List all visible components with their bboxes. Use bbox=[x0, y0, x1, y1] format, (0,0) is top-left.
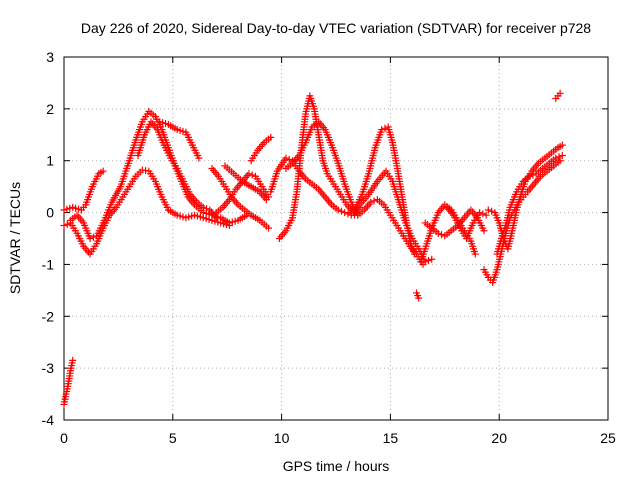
grid bbox=[64, 57, 608, 420]
data-point bbox=[415, 294, 423, 302]
y-tick-label: -4 bbox=[42, 412, 55, 428]
data-point bbox=[526, 172, 534, 180]
y-tick-label: -2 bbox=[42, 308, 55, 324]
data-point bbox=[482, 211, 490, 219]
data-point bbox=[367, 198, 375, 206]
x-tick-label: 15 bbox=[383, 430, 399, 446]
data-point bbox=[262, 196, 270, 204]
data-point bbox=[248, 171, 256, 179]
data-point bbox=[424, 257, 432, 265]
data-point bbox=[341, 209, 349, 217]
data-point bbox=[99, 167, 107, 175]
chart-title: Day 226 of 2020, Sidereal Day-to-day VTE… bbox=[81, 20, 591, 36]
data-point bbox=[344, 210, 352, 218]
data-point bbox=[381, 124, 389, 132]
series-arc-13 bbox=[282, 118, 362, 219]
data-point bbox=[334, 206, 342, 214]
y-tick-label: 1 bbox=[46, 153, 54, 169]
series-arc-23 bbox=[552, 89, 564, 102]
data-point bbox=[203, 205, 211, 213]
data-point bbox=[558, 141, 566, 149]
data-point bbox=[556, 89, 564, 97]
series-arc-1 bbox=[60, 356, 77, 408]
data-point bbox=[529, 171, 537, 179]
x-tick-label: 0 bbox=[60, 430, 68, 446]
y-tick-label: -3 bbox=[42, 360, 55, 376]
y-tick-label: 3 bbox=[46, 49, 54, 65]
y-axis-label: SDTVAR / TECUs bbox=[7, 182, 23, 294]
series-arc-14 bbox=[352, 123, 418, 258]
series-arc-9 bbox=[221, 162, 270, 204]
series-arc-5 bbox=[134, 118, 220, 222]
data-point bbox=[265, 224, 273, 232]
data-point bbox=[428, 255, 436, 263]
plot-frame bbox=[63, 56, 609, 421]
data-point bbox=[484, 206, 492, 214]
data-point bbox=[555, 153, 563, 161]
series-arc-6 bbox=[156, 118, 203, 162]
data-point bbox=[285, 155, 293, 163]
y-tick-label: 2 bbox=[46, 101, 54, 117]
data-point bbox=[552, 154, 560, 162]
x-tick-label: 10 bbox=[274, 430, 290, 446]
data-point bbox=[60, 222, 68, 230]
series-arc-10 bbox=[247, 133, 275, 165]
data-point bbox=[471, 250, 479, 258]
data-point bbox=[480, 227, 488, 235]
x-tick-label: 20 bbox=[491, 430, 507, 446]
data-point bbox=[434, 229, 442, 237]
data-point bbox=[245, 170, 253, 178]
data-point bbox=[69, 356, 77, 364]
x-tick-label: 25 bbox=[600, 430, 616, 446]
data-point bbox=[86, 235, 94, 242]
x-axis-label: GPS time / hours bbox=[283, 458, 390, 474]
data-points bbox=[60, 89, 566, 408]
data-point bbox=[89, 233, 97, 241]
axis-ticks: 0 5 10 15 20 25 -4 -3 -2 -1 0 1 2 3 bbox=[42, 49, 616, 446]
series-arc-3 bbox=[60, 167, 107, 214]
data-point bbox=[63, 220, 71, 228]
series-arc-11 bbox=[267, 154, 427, 268]
series-arc-20 bbox=[480, 157, 564, 287]
y-tick-label: -1 bbox=[42, 256, 55, 272]
data-point bbox=[378, 126, 386, 134]
data-point bbox=[282, 154, 290, 162]
data-point bbox=[479, 210, 487, 218]
series-arc-18 bbox=[421, 206, 488, 240]
data-point bbox=[354, 211, 362, 219]
series-arc-22 bbox=[493, 152, 566, 258]
data-point bbox=[410, 250, 418, 258]
x-tick-label: 5 bbox=[169, 430, 177, 446]
data-point bbox=[556, 157, 564, 165]
data-point bbox=[476, 209, 484, 217]
series-arc-16 bbox=[413, 289, 423, 302]
series-arc-19 bbox=[443, 203, 490, 242]
data-point bbox=[267, 133, 275, 141]
y-tick-label: 0 bbox=[46, 205, 54, 221]
data-point bbox=[195, 154, 203, 162]
data-point bbox=[199, 203, 207, 211]
data-point bbox=[558, 152, 566, 160]
data-point bbox=[337, 207, 345, 215]
data-point bbox=[488, 207, 496, 215]
